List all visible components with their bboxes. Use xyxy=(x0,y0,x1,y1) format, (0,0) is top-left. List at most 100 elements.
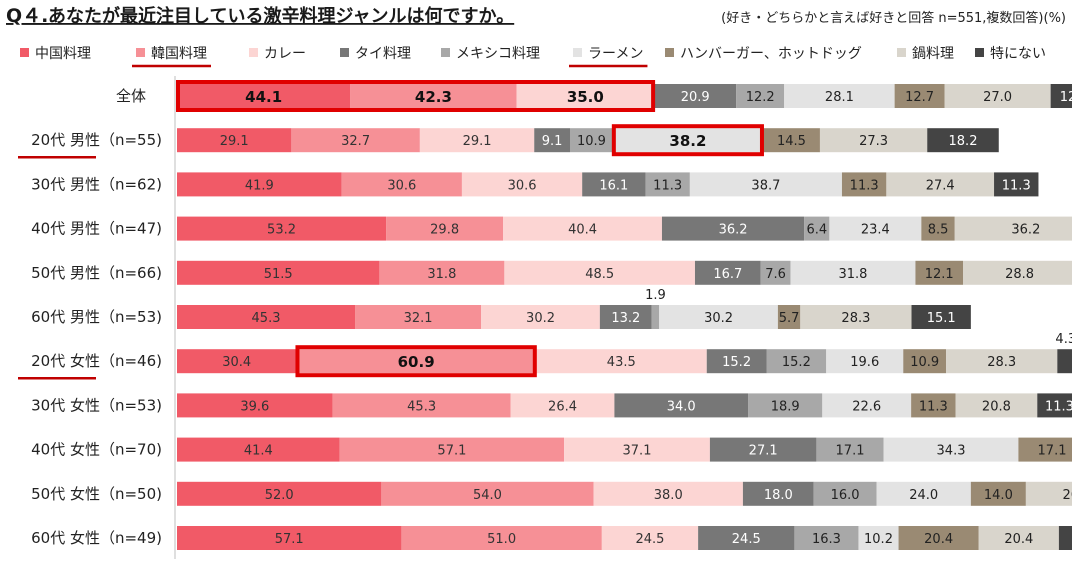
data-label: 7.6 xyxy=(765,267,786,282)
bar-segment xyxy=(894,84,945,108)
legend-swatch xyxy=(975,48,984,57)
data-label: 8.5 xyxy=(928,223,949,238)
bar-segment xyxy=(1058,526,1072,550)
bar-segment xyxy=(963,260,1072,285)
data-label: 12.2 xyxy=(746,90,775,105)
bar-segment xyxy=(177,216,387,241)
data-label: 23.4 xyxy=(861,223,890,238)
data-label: 24.5 xyxy=(732,532,761,547)
data-label: 38.0 xyxy=(654,488,683,503)
bar-segment xyxy=(911,393,956,418)
data-label: 29.8 xyxy=(430,223,459,238)
data-label: 28.1 xyxy=(825,90,854,105)
data-label: 10.9 xyxy=(910,355,939,370)
legend-swatch xyxy=(665,48,674,57)
data-label: 30.2 xyxy=(704,311,733,326)
data-label: 16.1 xyxy=(599,178,628,193)
data-label: 11.3 xyxy=(1045,399,1072,414)
bar-segment xyxy=(177,84,351,108)
data-label-emphasis: 44.1 xyxy=(245,88,282,106)
data-label: 30.6 xyxy=(508,178,537,193)
legend-swatch xyxy=(249,48,258,57)
bar-segment xyxy=(876,481,971,506)
bar-segment xyxy=(386,216,504,241)
bar-segment xyxy=(886,172,995,197)
data-label: 45.3 xyxy=(407,399,436,414)
bar-segment xyxy=(826,349,904,374)
chart-header: Q４. あなたが最近注目している激辛料理ジャンルは何ですか。 (好き・どちらかと… xyxy=(6,5,1066,27)
data-label: 24.5 xyxy=(635,532,664,547)
bar-segment xyxy=(379,260,505,285)
highlight-boxes: 44.1 42.3 35.0 38.2 60.9 xyxy=(176,80,764,378)
data-label: 16.3 xyxy=(812,532,841,547)
bar-segment xyxy=(921,216,955,241)
bar-segment xyxy=(748,393,823,418)
data-label: 41.4 xyxy=(244,444,273,459)
chart-subtitle: (好き・どちらかと言えば好きと回答 n=551,複数回答)(%) xyxy=(721,10,1066,26)
bar-segment xyxy=(694,260,761,285)
data-label: 10.2 xyxy=(864,532,893,547)
data-label: 28.3 xyxy=(841,311,870,326)
bar-segment xyxy=(777,305,801,329)
bar-segment xyxy=(927,128,999,153)
data-label-emphasis: 38.2 xyxy=(669,132,706,150)
bar-segment xyxy=(614,393,749,418)
bar-segment xyxy=(706,349,767,374)
bar-segment xyxy=(1018,437,1072,462)
bar-segment xyxy=(651,305,660,329)
data-label: 27.4 xyxy=(926,178,955,193)
data-label: 41.9 xyxy=(245,178,274,193)
bar-segment xyxy=(994,172,1039,197)
data-label: 51.0 xyxy=(487,532,516,547)
bar-segment xyxy=(858,526,899,550)
data-label: 43.5 xyxy=(607,355,636,370)
data-label: 30.4 xyxy=(222,355,251,370)
category-label: 60代 女性（n=49) xyxy=(31,529,162,547)
chart-legend: 中国料理 韓国料理 カレー タイ料理 メキシコ料理 ラーメン ハンバーガー、ホットドッグ 鍋料… xyxy=(20,46,1046,68)
legend-label: カレー xyxy=(264,46,306,62)
bar-segment xyxy=(177,526,402,550)
bar-segment xyxy=(177,305,356,329)
data-label: 11.3 xyxy=(653,178,682,193)
bar-segment xyxy=(659,305,778,329)
bar-segment xyxy=(944,84,1051,108)
data-label: 14.5 xyxy=(777,134,806,149)
data-label: 40.4 xyxy=(568,223,597,238)
bar-segment xyxy=(516,84,655,108)
data-label: 26.0 xyxy=(1062,488,1072,503)
highlight-box xyxy=(295,345,537,378)
data-label: 6.4 xyxy=(806,223,827,238)
data-label: 27.0 xyxy=(983,90,1012,105)
data-label: 37.1 xyxy=(623,444,652,459)
bar-segment xyxy=(177,349,297,374)
bar-segment xyxy=(742,481,814,506)
bar-segment xyxy=(177,172,342,197)
category-label: 30代 女性（n=53) xyxy=(31,396,162,414)
bar-segment xyxy=(177,437,340,462)
bar-segment xyxy=(911,305,971,329)
data-label: 29.1 xyxy=(463,134,492,149)
data-label: 18.0 xyxy=(764,488,793,503)
data-label-emphasis: 42.3 xyxy=(415,88,452,106)
category-label: 50代 男性（n=66) xyxy=(31,264,162,282)
category-label: 20代 女性（n=46) xyxy=(31,352,162,370)
bar-segment xyxy=(698,526,795,550)
data-label: 10.9 xyxy=(577,134,606,149)
data-label: 20.9 xyxy=(681,90,710,105)
category-label: 20代 男性（n=55) xyxy=(31,131,162,149)
category-label: 30代 男性（n=62) xyxy=(31,175,162,193)
data-label: 17.1 xyxy=(1038,444,1067,459)
bar-segment xyxy=(296,349,536,374)
bar-segment xyxy=(970,481,1026,506)
bar-segment xyxy=(1057,349,1072,374)
data-label: 4.3 xyxy=(1055,332,1072,347)
data-label: 52.0 xyxy=(265,488,294,503)
data-label: 15.2 xyxy=(782,355,811,370)
data-label: 27.1 xyxy=(749,444,778,459)
bar-segment xyxy=(510,393,615,418)
data-label: 45.3 xyxy=(252,311,281,326)
data-label: 36.2 xyxy=(1011,223,1040,238)
bar-segment xyxy=(766,349,827,374)
bar-segment xyxy=(582,172,646,197)
data-label: 48.5 xyxy=(585,267,614,282)
